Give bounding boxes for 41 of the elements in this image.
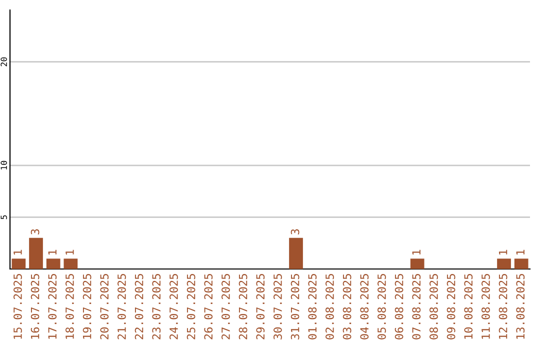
- x-tick-label: 29.07.2025: [256, 274, 265, 340]
- x-tick-label: 09.08.2025: [446, 274, 456, 340]
- x-tick-label: 04.08.2025: [360, 274, 369, 340]
- data-label: 1: [516, 250, 524, 255]
- data-label: 1: [14, 250, 22, 255]
- y-tick-label: 10: [0, 160, 7, 170]
- x-tick-label: 23.07.2025: [152, 274, 161, 340]
- x-tick-label: 02.08.2025: [326, 274, 334, 340]
- x-tick-label: 27.07.2025: [222, 274, 230, 340]
- y-tick-label: 5: [0, 215, 7, 220]
- data-label: 1: [48, 250, 56, 255]
- x-tick-label: 12.08.2025: [498, 274, 508, 339]
- x-tick-label: 01.08.2025: [308, 274, 317, 340]
- x-tick-label: 28.07.2025: [238, 274, 248, 340]
- x-tick-label: 17.07.2025: [48, 274, 57, 339]
- y-tick-label: 20: [0, 57, 7, 66]
- data-label: 1: [498, 250, 508, 255]
- x-tick-label: 11.08.2025: [482, 274, 490, 339]
- x-tick-label: 24.07.2025: [170, 274, 178, 340]
- x-tick-label: 13.08.2025: [516, 274, 525, 339]
- x-tick-label: 08.08.2025: [430, 274, 438, 340]
- x-tick-label: 31.07.2025: [290, 274, 300, 340]
- data-label: 3: [290, 229, 300, 234]
- x-tick-label: 25.07.2025: [186, 274, 196, 340]
- x-tick-label: 30.07.2025: [274, 274, 282, 340]
- x-tick-label: 03.08.2025: [342, 274, 352, 340]
- x-tick-label: 19.07.2025: [82, 274, 92, 339]
- x-tick-label: 26.07.2025: [204, 274, 213, 340]
- x-tick-label: 10.08.2025: [464, 274, 473, 339]
- data-label: 1: [66, 250, 74, 255]
- x-tick-label: 07.08.2025: [412, 274, 421, 340]
- x-tick-label: 21.07.2025: [118, 274, 126, 340]
- x-tick-label: 06.08.2025: [394, 274, 404, 340]
- data-label: 1: [412, 250, 420, 255]
- x-tick-label: 22.07.2025: [134, 274, 144, 340]
- x-tick-label: 15.07.2025: [14, 274, 22, 339]
- x-tick-label: 18.07.2025: [66, 274, 74, 339]
- x-tick-label: 20.07.2025: [100, 274, 109, 340]
- data-label: 3: [30, 229, 40, 234]
- x-tick-label: 16.07.2025: [30, 274, 40, 339]
- x-tick-label: 05.08.2025: [378, 274, 386, 340]
